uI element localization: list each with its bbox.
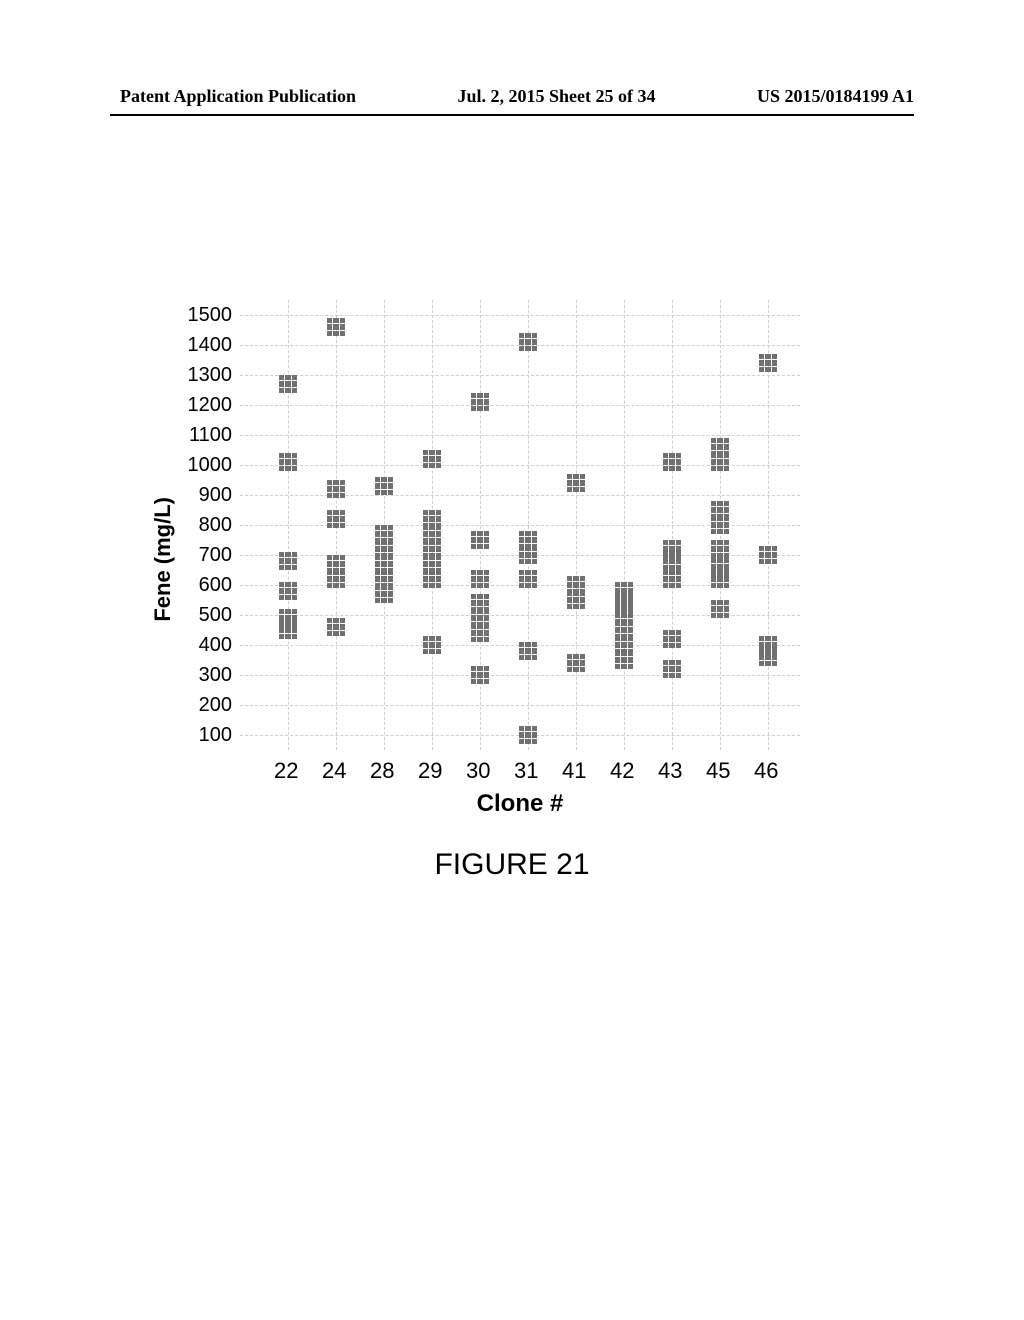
data-point bbox=[759, 648, 777, 666]
x-tick-label: 24 bbox=[322, 758, 346, 784]
data-point bbox=[279, 621, 297, 639]
data-point bbox=[759, 354, 777, 372]
plot-block: 1500 1400 1300 1200 1100 1000 900 800 700 600 500 4… bbox=[182, 300, 800, 818]
y-tick-label: 300 bbox=[199, 664, 232, 687]
y-tick-label: 1100 bbox=[189, 424, 232, 447]
y-tick-label: 900 bbox=[199, 484, 232, 507]
data-point bbox=[567, 654, 585, 672]
y-tick-label: 1500 bbox=[188, 304, 233, 327]
data-point bbox=[759, 546, 777, 564]
data-point bbox=[471, 531, 489, 549]
data-point bbox=[519, 642, 537, 660]
x-tick-label: 28 bbox=[370, 758, 394, 784]
data-point bbox=[663, 660, 681, 678]
x-tick-label: 42 bbox=[610, 758, 634, 784]
gridline-v bbox=[672, 300, 673, 750]
y-tick-column: 1500 1400 1300 1200 1100 1000 900 800 700 600 500 4… bbox=[182, 300, 240, 750]
x-axis-label: Clone # bbox=[182, 790, 800, 818]
y-axis-label: Fene (mg/L) bbox=[150, 497, 176, 622]
x-tick-label: 46 bbox=[754, 758, 778, 784]
gridline-v bbox=[624, 300, 625, 750]
data-point bbox=[663, 552, 681, 570]
x-tick-label: 43 bbox=[658, 758, 682, 784]
data-point bbox=[519, 570, 537, 588]
y-tick-label: 1300 bbox=[188, 364, 233, 387]
data-point bbox=[711, 540, 729, 558]
data-point bbox=[327, 318, 345, 336]
data-point bbox=[519, 546, 537, 564]
gridline-v bbox=[288, 300, 289, 750]
data-point bbox=[375, 585, 393, 603]
y-tick-label: 600 bbox=[199, 574, 232, 597]
gridline-h bbox=[240, 435, 800, 436]
data-point bbox=[279, 375, 297, 393]
data-point bbox=[567, 474, 585, 492]
gridline-v bbox=[528, 300, 529, 750]
data-point bbox=[375, 477, 393, 495]
data-point bbox=[279, 552, 297, 570]
data-point bbox=[519, 333, 537, 351]
x-tick-label: 41 bbox=[562, 758, 586, 784]
chart-outer: Fene (mg/L) 1500 1400 1300 1200 1100 1000 900 8… bbox=[150, 300, 874, 818]
data-point bbox=[711, 516, 729, 534]
figure-21: Fene (mg/L) 1500 1400 1300 1200 1100 1000 900 8… bbox=[150, 300, 874, 882]
data-point bbox=[567, 591, 585, 609]
y-tick-label: 700 bbox=[199, 544, 232, 567]
y-tick-label: 200 bbox=[199, 694, 232, 717]
data-point bbox=[279, 582, 297, 600]
gridline-h bbox=[240, 705, 800, 706]
y-tick-label: 500 bbox=[199, 604, 232, 627]
header-center: Jul. 2, 2015 Sheet 25 of 34 bbox=[458, 86, 656, 107]
data-point bbox=[663, 453, 681, 471]
data-point bbox=[423, 570, 441, 588]
gridline-h bbox=[240, 375, 800, 376]
header-left: Patent Application Publication bbox=[120, 86, 356, 107]
data-point bbox=[711, 600, 729, 618]
data-point bbox=[327, 618, 345, 636]
gridline-h bbox=[240, 405, 800, 406]
data-point bbox=[471, 570, 489, 588]
data-point bbox=[471, 393, 489, 411]
data-point bbox=[327, 570, 345, 588]
data-point bbox=[711, 570, 729, 588]
y-tick-label: 100 bbox=[199, 724, 232, 747]
page: Patent Application Publication Jul. 2, 2… bbox=[0, 0, 1024, 1320]
figure-caption: FIGURE 21 bbox=[150, 848, 874, 882]
y-tick-label: 1400 bbox=[188, 334, 233, 357]
x-tick-label: 22 bbox=[274, 758, 298, 784]
plot-area bbox=[240, 300, 800, 750]
data-point bbox=[663, 630, 681, 648]
data-point bbox=[663, 570, 681, 588]
gridline-h bbox=[240, 675, 800, 676]
data-point bbox=[423, 636, 441, 654]
x-tick-label: 45 bbox=[706, 758, 730, 784]
gridline-h bbox=[240, 495, 800, 496]
x-tick-label: 29 bbox=[418, 758, 442, 784]
x-tick-label: 30 bbox=[466, 758, 490, 784]
x-tick-label: 31 bbox=[514, 758, 538, 784]
y-tick-label: 800 bbox=[199, 514, 232, 537]
plot-and-ticks: 1500 1400 1300 1200 1100 1000 900 800 700 600 500 4… bbox=[182, 300, 800, 750]
data-point bbox=[327, 510, 345, 528]
data-point bbox=[519, 726, 537, 744]
data-point bbox=[711, 453, 729, 471]
header-rule bbox=[110, 114, 914, 116]
data-point bbox=[471, 666, 489, 684]
data-point bbox=[471, 624, 489, 642]
y-tick-label: 1200 bbox=[188, 394, 233, 417]
gridline-v bbox=[576, 300, 577, 750]
data-point bbox=[327, 480, 345, 498]
data-point bbox=[279, 453, 297, 471]
y-tick-label: 1000 bbox=[188, 454, 233, 477]
data-point bbox=[423, 450, 441, 468]
page-header: Patent Application Publication Jul. 2, 2… bbox=[0, 86, 1024, 107]
x-tick-row: 22 24 28 29 30 31 41 42 43 45 46 bbox=[182, 758, 800, 784]
header-right: US 2015/0184199 A1 bbox=[757, 86, 914, 107]
y-tick-label: 400 bbox=[199, 634, 232, 657]
gridline-h bbox=[240, 315, 800, 316]
data-point bbox=[615, 651, 633, 669]
